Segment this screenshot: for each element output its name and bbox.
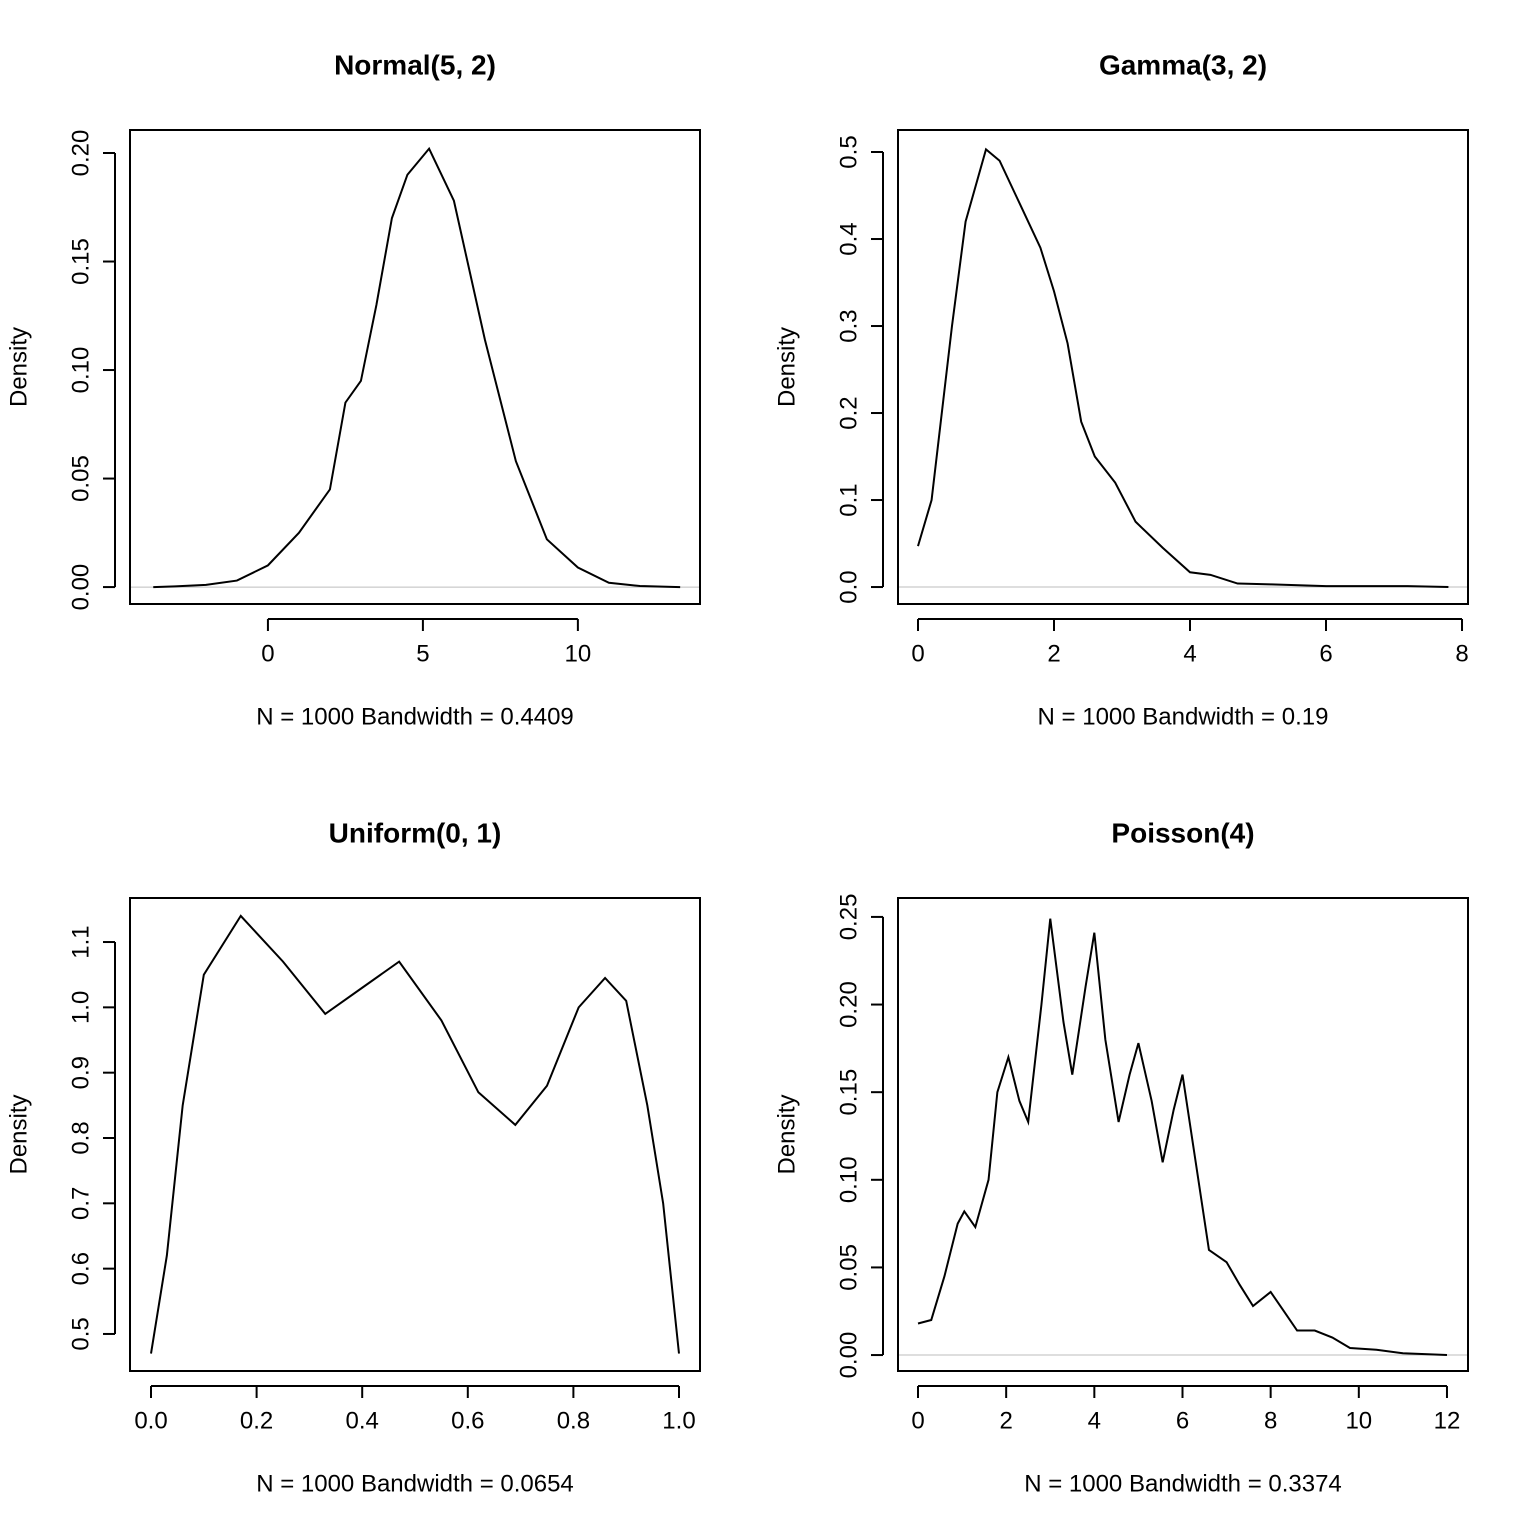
x-tick-label: 2 [999,1407,1012,1434]
y-tick-label: 0.05 [67,455,94,502]
y-tick-label: 0.10 [67,347,94,394]
plot-box [129,897,701,1372]
y-tick-label: 0.05 [835,1244,862,1291]
y-tick-label: 0.4 [835,222,862,255]
y-tick-label: 0.7 [67,1187,94,1220]
y-tick-label: 0.00 [835,1332,862,1379]
plot-box [897,897,1469,1372]
y-tick-label: 1.1 [67,925,94,958]
x-tick-label: 6 [1176,1407,1189,1434]
panel-title: Gamma(3, 2) [1099,49,1267,80]
panel-title: Poisson(4) [1111,817,1254,848]
plot-box [129,129,701,605]
panel-title: Uniform(0, 1) [329,817,502,848]
plot-box [897,129,1469,605]
x-axis-label: N = 1000 Bandwidth = 0.0654 [256,1470,574,1497]
x-tick-label: 0.8 [557,1407,590,1434]
y-tick-label: 0.9 [67,1056,94,1089]
y-tick-label: 0.0 [835,570,862,603]
x-tick-label: 10 [1345,1407,1372,1434]
x-tick-label: 0.4 [346,1407,379,1434]
y-axis-label: Density [5,1094,32,1174]
y-tick-label: 0.3 [835,309,862,342]
x-tick-label: 5 [416,640,429,667]
density-line [917,918,1448,1357]
y-tick-label: 1.0 [67,991,94,1024]
y-tick-label: 0.1 [835,483,862,516]
x-tick-label: 0.6 [451,1407,484,1434]
x-tick-label: 12 [1434,1407,1461,1434]
x-tick-label: 8 [1264,1407,1277,1434]
x-axis-label: N = 1000 Bandwidth = 0.3374 [1024,1470,1342,1497]
x-tick-label: 0 [911,640,924,667]
x-tick-label: 0 [911,1407,924,1434]
y-tick-label: 0.00 [67,564,94,611]
x-tick-label: 2 [1047,640,1060,667]
density-line [150,914,680,1354]
x-tick-label: 4 [1183,640,1196,667]
y-tick-label: 0.20 [835,981,862,1028]
y-axis-label: Density [773,1094,800,1174]
x-tick-label: 0.0 [134,1407,167,1434]
y-tick-label: 0.25 [835,894,862,941]
y-tick-label: 0.5 [835,135,862,168]
y-tick-label: 0.20 [67,130,94,177]
y-tick-label: 0.2 [835,396,862,429]
x-tick-label: 8 [1455,640,1468,667]
x-tick-label: 1.0 [662,1407,695,1434]
y-tick-label: 0.10 [835,1156,862,1203]
y-axis-label: Density [5,327,32,407]
y-tick-label: 0.8 [67,1121,94,1154]
x-tick-label: 10 [565,640,592,667]
x-tick-label: 0.2 [240,1407,273,1434]
x-tick-label: 6 [1319,640,1332,667]
x-tick-label: 4 [1088,1407,1101,1434]
x-axis-label: N = 1000 Bandwidth = 0.19 [1038,703,1329,730]
density-line [917,147,1449,589]
x-axis-label: N = 1000 Bandwidth = 0.4409 [256,703,574,730]
density-line [153,146,681,589]
y-tick-label: 0.15 [67,238,94,285]
y-tick-label: 0.15 [835,1069,862,1116]
panel-title: Normal(5, 2) [334,49,496,80]
x-tick-label: 0 [261,640,274,667]
y-axis-label: Density [773,327,800,407]
y-tick-label: 0.5 [67,1317,94,1350]
y-tick-label: 0.6 [67,1252,94,1285]
